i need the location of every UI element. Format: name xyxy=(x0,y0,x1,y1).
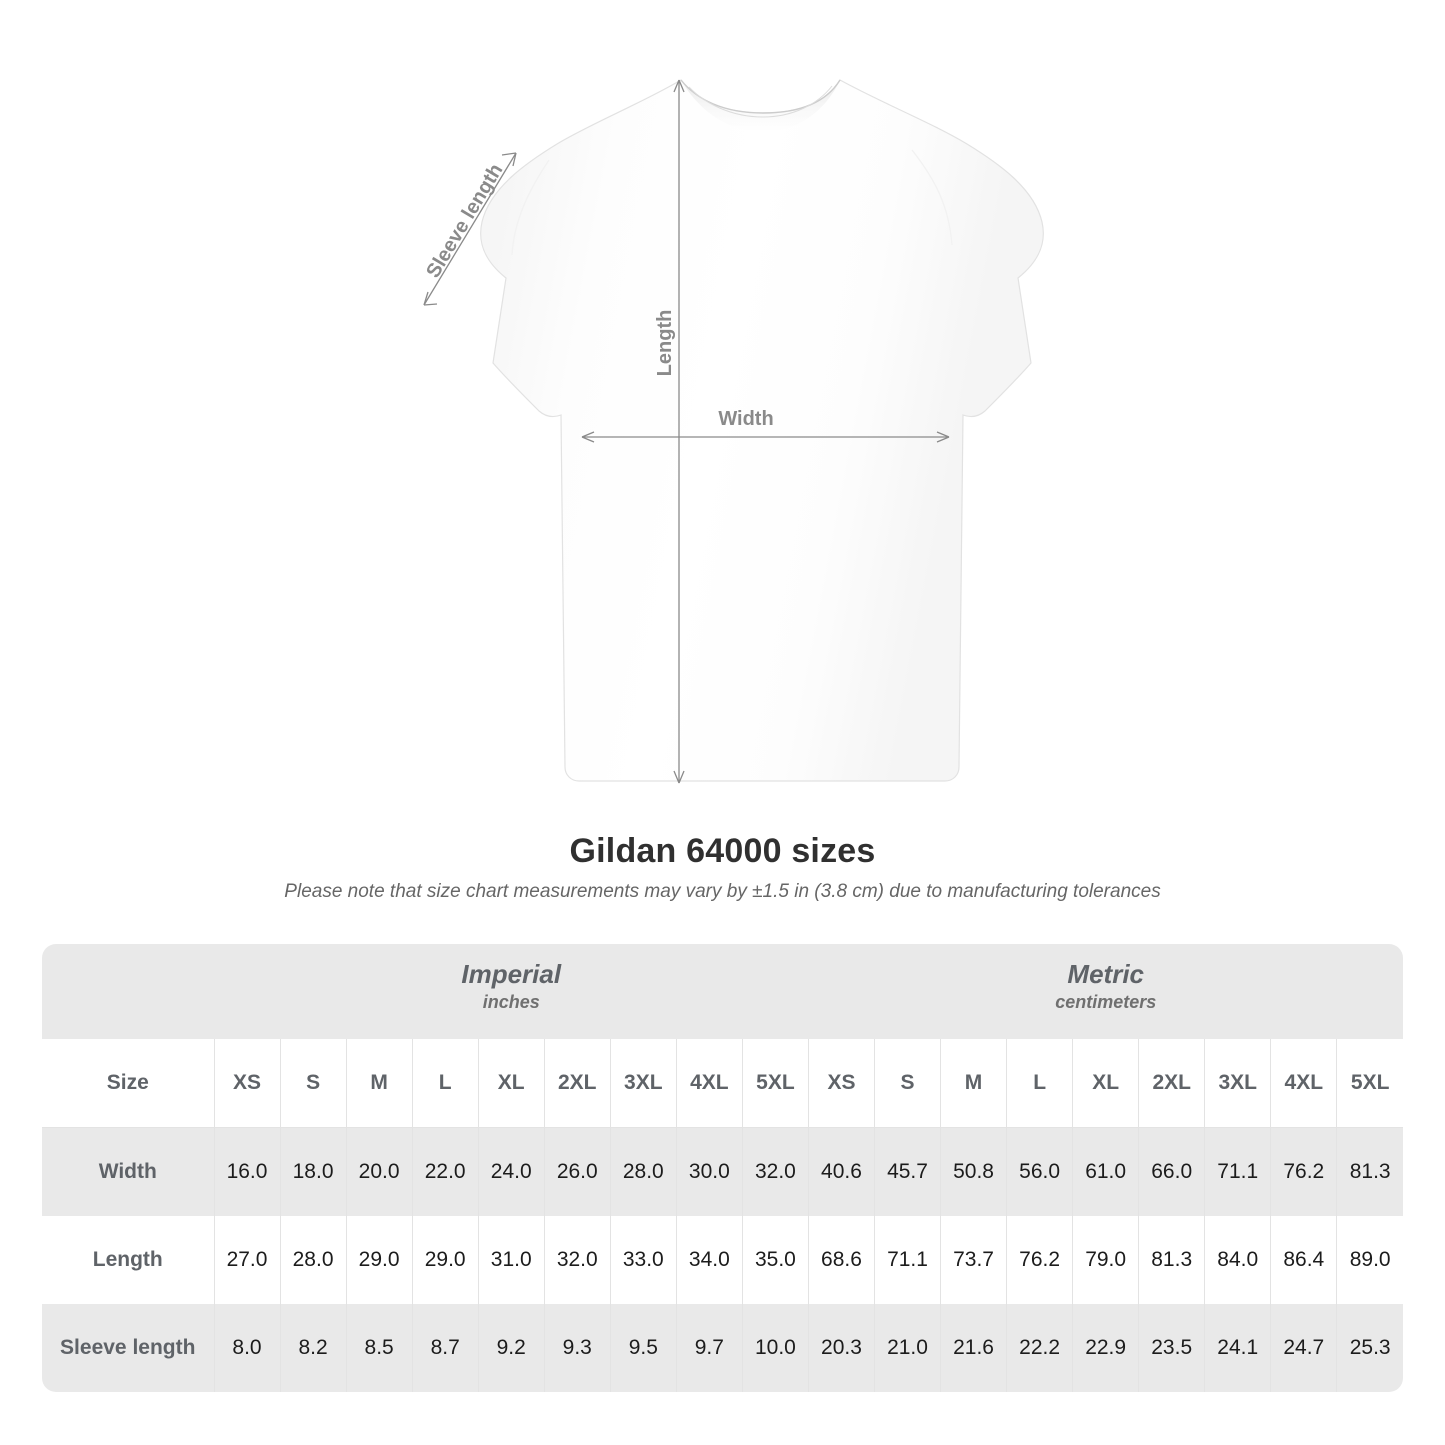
svg-text:Length: Length xyxy=(654,310,676,377)
svg-text:Width: Width xyxy=(718,408,773,430)
